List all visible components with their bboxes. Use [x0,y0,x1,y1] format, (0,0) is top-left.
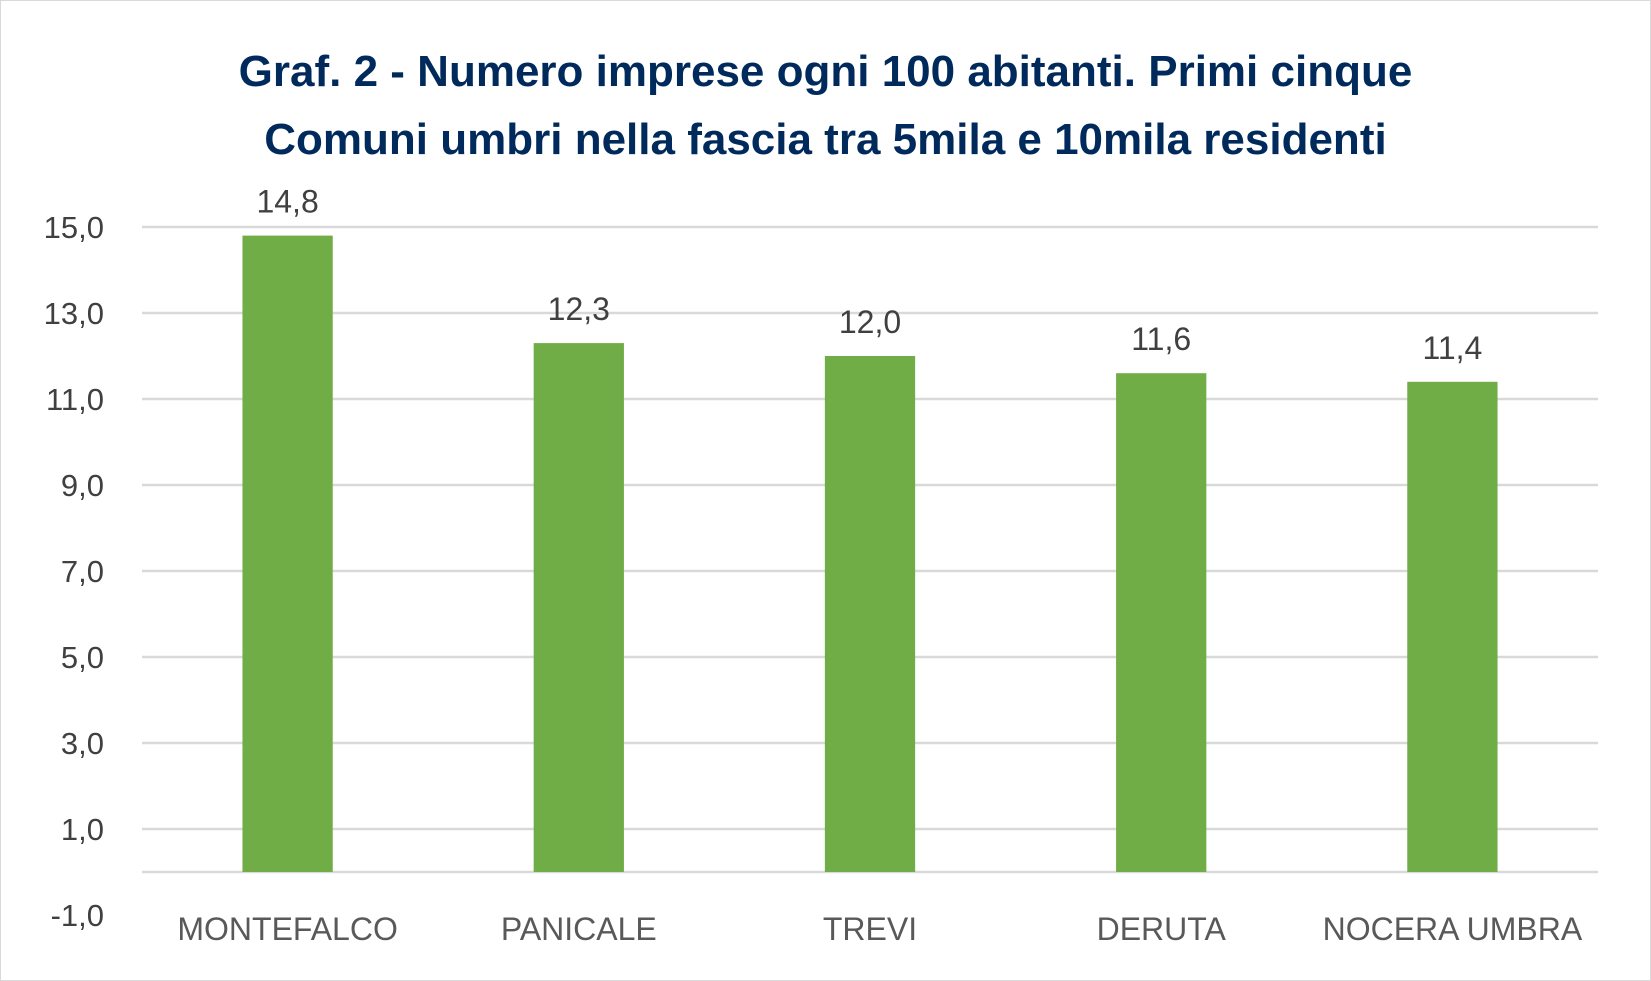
data-label: 14,8 [256,184,318,220]
data-label: 11,6 [1131,321,1191,357]
data-label: 11,4 [1422,330,1482,366]
y-tick-label: 1,0 [61,812,104,847]
y-tick-label: 7,0 [61,554,104,589]
bar-trevi [824,356,916,872]
y-tick-label: 15,0 [44,210,104,245]
y-tick-label: 5,0 [61,640,104,675]
data-label: 12,3 [548,291,610,327]
chart-title-line1: Graf. 2 - Numero imprese ogni 100 abitan… [238,47,1413,96]
y-tick-label: 9,0 [61,468,104,503]
data-labels: 14,8 12,3 12,0 11,6 11,4 [256,184,1482,366]
category-label: PANICALE [501,911,657,947]
bar-panicale [533,343,624,873]
data-label: 12,0 [839,304,901,340]
y-tick-label: 13,0 [44,296,104,331]
bar-montefalco [242,235,333,873]
category-label: TREVI [823,911,917,947]
bars [242,235,1498,873]
category-label: MONTEFALCO [177,911,397,947]
y-tick-label: 3,0 [61,726,104,761]
y-axis-ticks: -1,0 1,0 3,0 5,0 7,0 9,0 11,0 13,0 15,0 [44,210,104,933]
bar-nocera-umbra [1407,381,1498,872]
category-label: DERUTA [1097,911,1227,947]
bar-deruta [1116,373,1207,872]
y-tick-label: 11,0 [46,382,104,417]
chart-title-line2: Comuni umbri nella fascia tra 5mila e 10… [264,115,1387,164]
x-axis-categories: MONTEFALCO PANICALE TREVI DERUTA NOCERA UMBR… [177,911,1582,947]
y-tick-label: -1,0 [51,898,104,933]
category-label: NOCERA UMBRA [1323,911,1583,947]
